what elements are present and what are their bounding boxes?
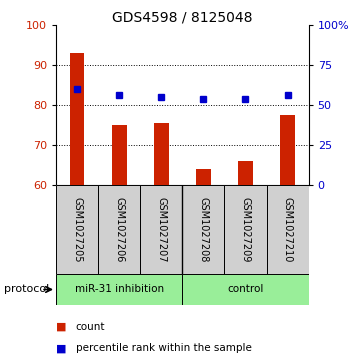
Text: GSM1027209: GSM1027209 <box>240 197 251 262</box>
Text: ■: ■ <box>56 322 66 332</box>
Text: GSM1027208: GSM1027208 <box>198 197 208 262</box>
Text: ■: ■ <box>56 343 66 354</box>
Bar <box>266 185 309 274</box>
Bar <box>98 185 140 274</box>
Bar <box>196 169 211 185</box>
Bar <box>238 161 253 185</box>
Bar <box>182 274 309 305</box>
Bar <box>280 115 295 185</box>
Bar <box>140 185 182 274</box>
Bar <box>225 185 266 274</box>
Bar <box>154 123 169 185</box>
Bar <box>56 185 98 274</box>
Text: GSM1027207: GSM1027207 <box>156 197 166 262</box>
Text: percentile rank within the sample: percentile rank within the sample <box>76 343 252 354</box>
Text: GSM1027205: GSM1027205 <box>72 197 82 262</box>
Bar <box>56 274 182 305</box>
Bar <box>182 185 225 274</box>
Text: GSM1027210: GSM1027210 <box>283 197 293 262</box>
Title: GDS4598 / 8125048: GDS4598 / 8125048 <box>112 10 253 24</box>
Bar <box>70 53 84 185</box>
Bar <box>112 125 126 185</box>
Text: miR-31 inhibition: miR-31 inhibition <box>75 285 164 294</box>
Text: count: count <box>76 322 105 332</box>
Text: protocol: protocol <box>4 285 49 294</box>
Text: control: control <box>227 285 264 294</box>
Text: GSM1027206: GSM1027206 <box>114 197 124 262</box>
